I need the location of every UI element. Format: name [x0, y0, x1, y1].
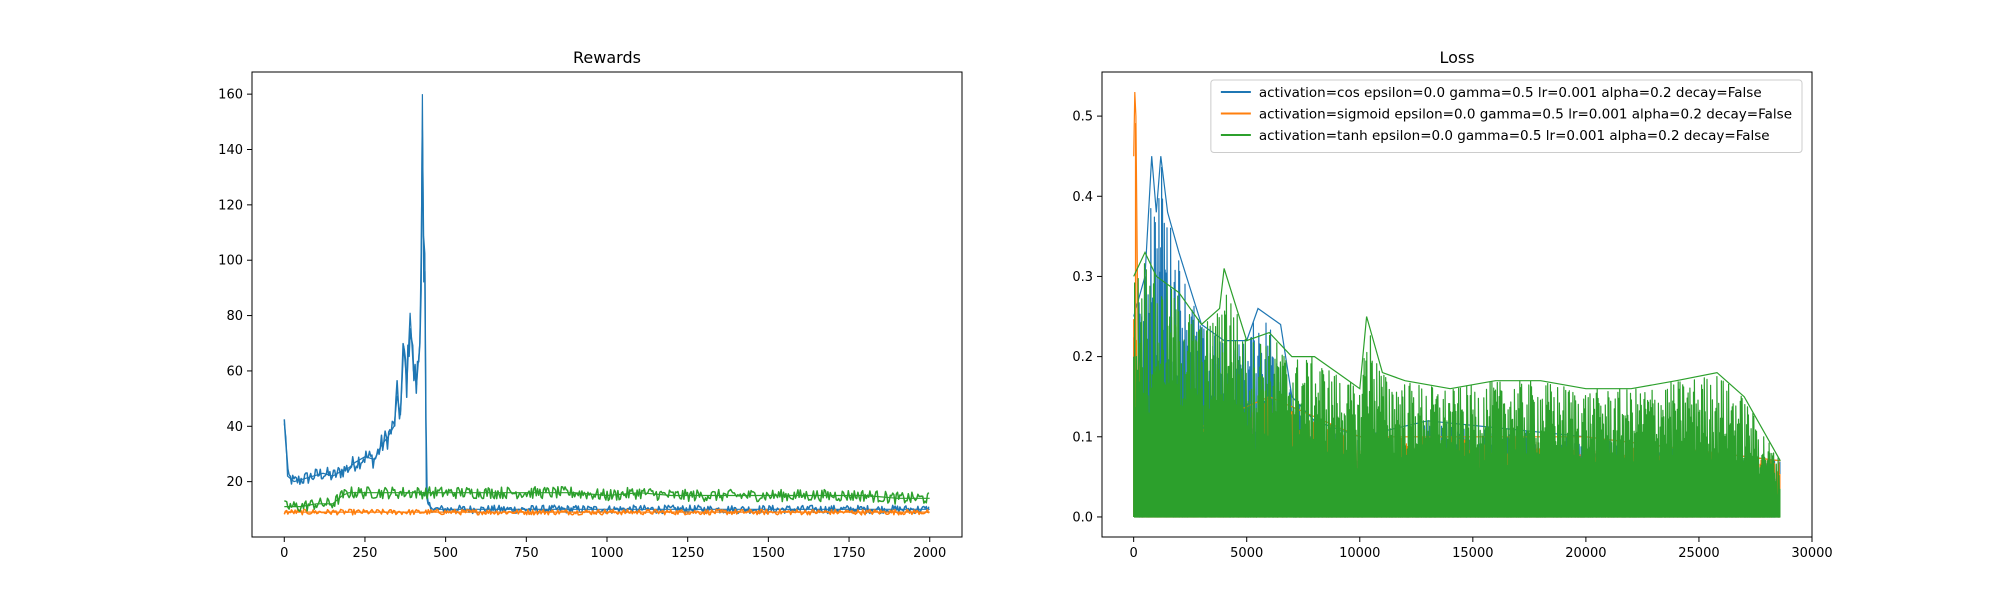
rewards-series-trend-0: [283, 94, 930, 510]
loss-chart-title: Loss: [1439, 48, 1474, 67]
loss-y-tick-label: 0.5: [1072, 110, 1093, 125]
loss-y-tick-label: 0.1: [1072, 430, 1093, 445]
rewards-chart-title: Rewards: [573, 48, 641, 67]
rewards-y-tick-label: 60: [226, 364, 243, 379]
loss-legend: activation=cos epsilon=0.0 gamma=0.5 lr=…: [1210, 79, 1803, 153]
loss-x-tick-label: 20000: [1565, 546, 1606, 561]
rewards-axes-frame: [251, 71, 963, 538]
rewards-series-trend-2: [284, 492, 930, 508]
loss-y-tick-label: 0.0: [1072, 510, 1093, 525]
loss-series-line-2: [1133, 263, 1781, 518]
loss-axes-frame: [1101, 71, 1813, 538]
legend-entry-label: activation=sigmoid epsilon=0.0 gamma=0.5…: [1259, 107, 1792, 123]
rewards-x-tick-label: 1750: [832, 546, 865, 561]
rewards-y-tick-label: 80: [226, 309, 243, 324]
rewards-y-tick-label: 140: [218, 143, 243, 158]
loss-x-tick-label: 10000: [1339, 546, 1380, 561]
rewards-y-tick-label: 20: [226, 475, 243, 490]
rewards-x-tick-label: 2000: [913, 546, 946, 561]
rewards-x-tick-label: 750: [514, 546, 539, 561]
loss-x-tick-label: 5000: [1230, 546, 1263, 561]
loss-x-tick-label: 0: [1130, 546, 1138, 561]
rewards-series-line-0: [283, 129, 930, 515]
loss-x-tick-label: 15000: [1452, 546, 1493, 561]
rewards-x-tick-label: 1500: [752, 546, 785, 561]
loss-y-tick-label: 0.4: [1072, 190, 1093, 205]
rewards-y-tick-label: 120: [218, 198, 243, 213]
rewards-plot-area: [283, 94, 930, 516]
loss-plot-area: [1133, 91, 1781, 518]
rewards-x-tick-label: 1000: [590, 546, 623, 561]
rewards-x-tick-label: 250: [353, 546, 378, 561]
legend-entry-label: activation=tanh epsilon=0.0 gamma=0.5 lr…: [1259, 128, 1770, 144]
legend-box: [1210, 79, 1803, 153]
loss-subplot: Loss 0 5000 10000 15000 20000 25000 30000 0.0 0.…: [1072, 48, 1832, 561]
loss-ticks: 0 5000 10000 15000 20000 25000 30000 0.0 0.1 0.2 0…: [1072, 110, 1832, 561]
loss-y-tick-label: 0.2: [1072, 350, 1093, 365]
rewards-subplot: Rewards 0 250 500 750 1000 1250 1500 1750 2000 20…: [218, 48, 963, 561]
rewards-ticks: 0 250 500 750 1000 1250 1500 1750 2000 20 40 60 80 10…: [218, 88, 946, 561]
loss-series-trend-2: [1133, 250, 1781, 462]
rewards-y-tick-label: 40: [226, 420, 243, 435]
rewards-x-tick-label: 1250: [671, 546, 704, 561]
loss-x-tick-label: 30000: [1791, 546, 1832, 561]
rewards-y-tick-label: 100: [218, 254, 243, 269]
legend-entry-label: activation=cos epsilon=0.0 gamma=0.5 lr=…: [1259, 85, 1762, 101]
loss-y-tick-label: 0.3: [1072, 270, 1093, 285]
rewards-x-tick-label: 500: [433, 546, 458, 561]
rewards-x-tick-label: 0: [280, 546, 288, 561]
loss-x-tick-label: 25000: [1678, 546, 1719, 561]
rewards-y-tick-label: 160: [218, 88, 243, 103]
